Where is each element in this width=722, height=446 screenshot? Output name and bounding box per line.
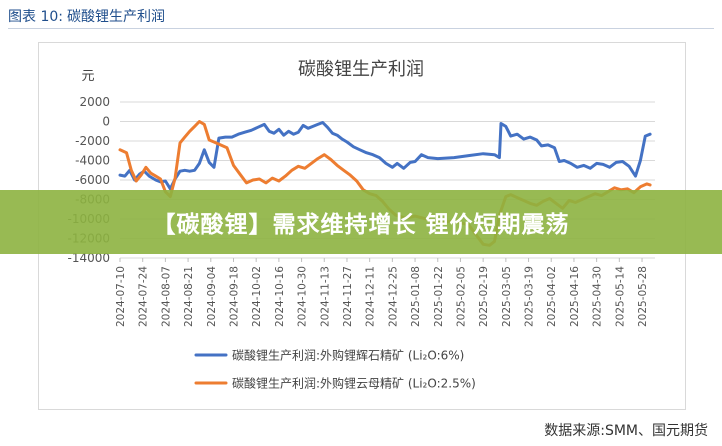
y-tick-label: 0 — [102, 115, 110, 129]
legend-label: 碳酸锂生产利润:外购锂辉石精矿 (Li₂O:6%) — [232, 348, 464, 363]
x-tick-label: 2024-11-13 — [319, 266, 331, 327]
x-tick-label: 2024-09-04 — [206, 266, 218, 327]
x-tick-label: 2025-05-14 — [614, 266, 626, 327]
data-source: 数据来源:SMM、国元期货 — [544, 420, 708, 440]
y-tick-label: 2000 — [79, 95, 110, 109]
x-tick-label: 2025-02-19 — [478, 266, 490, 327]
caption-divider — [8, 28, 714, 29]
x-tick-label: 2024-10-30 — [297, 266, 309, 327]
figure-label: 图表 10: — [8, 9, 63, 25]
x-tick-label: 2025-03-05 — [501, 266, 513, 327]
x-tick-label: 2025-01-22 — [433, 266, 445, 327]
x-tick-label: 2024-12-11 — [365, 266, 377, 327]
y-tick-label: -4000 — [75, 154, 110, 168]
x-tick-label: 2024-10-02 — [251, 266, 263, 327]
legend: 碳酸锂生产利润:外购锂辉石精矿 (Li₂O:6%) 碳酸锂生产利润:外购锂云母精矿… — [194, 348, 476, 391]
figure-name: 碳酸锂生产利润 — [66, 9, 165, 25]
x-tick-label: 2025-04-16 — [569, 266, 581, 327]
x-tick-label: 2024-08-21 — [183, 266, 195, 327]
x-tick-label: 2025-02-05 — [455, 266, 467, 327]
x-tick-label: 2024-07-24 — [138, 266, 150, 327]
figure-caption: 图表 10: 碳酸锂生产利润 — [8, 6, 165, 26]
x-tick-label: 2024-11-27 — [342, 266, 354, 327]
x-tick-label: 2025-04-02 — [546, 266, 558, 327]
x-tick-label: 2024-12-25 — [387, 266, 399, 327]
headline-banner: 【碳酸锂】需求维持增长 锂价短期震荡 — [0, 190, 722, 254]
chart-title: 碳酸锂生产利润 — [298, 59, 424, 80]
source-label: 数据来源: — [544, 423, 605, 439]
x-tick-label: 2024-09-18 — [228, 266, 240, 327]
y-axis-unit: 元 — [81, 69, 94, 84]
series-line-1 — [118, 121, 652, 191]
source-value: SMM、国元期货 — [604, 423, 708, 439]
legend-label: 碳酸锂生产利润:外购锂云母精矿 (Li₂O:2.5%) — [232, 376, 476, 391]
x-tick-label: 2024-07-10 — [115, 266, 127, 327]
y-tick-label: -14000 — [67, 251, 110, 265]
headline-text: 【碳酸锂】需求维持增长 锂价短期震荡 — [152, 212, 570, 238]
x-tick-label: 2025-04-30 — [592, 266, 604, 327]
x-tick-label: 2024-10-16 — [274, 266, 286, 327]
x-axis-ticks: 2024-07-10 2024-07-24 2024-08-07 2024-08-21… — [115, 258, 649, 327]
y-tick-label: -6000 — [75, 173, 110, 187]
y-tick-label: -2000 — [75, 134, 110, 148]
x-tick-label: 2025-03-19 — [524, 266, 536, 327]
x-tick-label: 2025-01-08 — [410, 266, 422, 327]
x-tick-label: 2024-08-07 — [160, 266, 172, 327]
x-tick-label: 2025-05-28 — [637, 266, 649, 327]
